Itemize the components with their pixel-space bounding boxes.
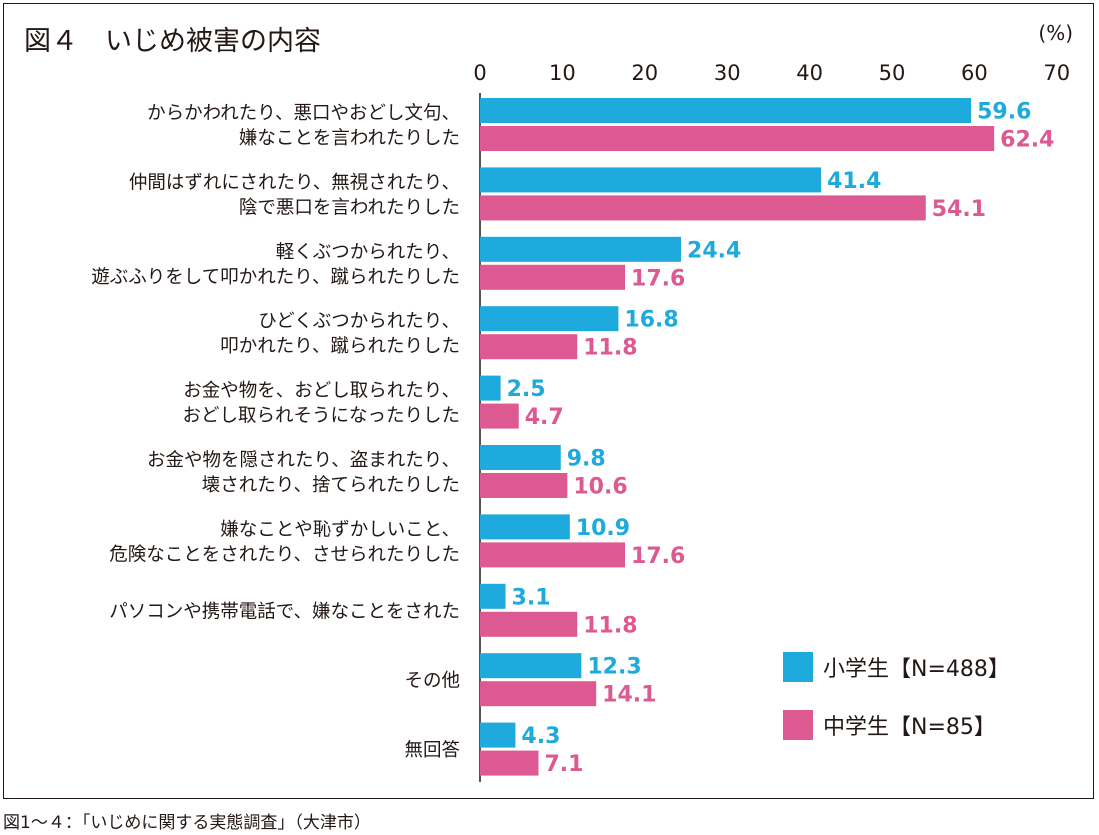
category-label: おどし取られそうになったりした <box>182 406 460 427</box>
bar-elementary-2 <box>480 236 682 262</box>
data-label-junior-high-6: 17.6 <box>631 544 685 569</box>
bar-junior-high-5 <box>480 473 568 498</box>
bar-junior-high-7 <box>480 611 578 637</box>
data-label-elementary-0: 59.6 <box>977 100 1031 125</box>
source-note: 図1〜４：｢いじめに関する実態調査｣（大津市） <box>3 813 371 833</box>
category-label: 叩かれたり、蹴られたりした <box>220 336 460 357</box>
data-label-elementary-2: 24.4 <box>687 238 741 263</box>
data-label-junior-high-7: 11.8 <box>583 613 637 638</box>
data-label-junior-high-8: 14.1 <box>602 683 656 708</box>
bar-junior-high-9 <box>480 750 539 776</box>
bar-elementary-8 <box>480 653 582 679</box>
category-label: 嫌なことや恥ずかしいこと、 <box>220 519 460 540</box>
bar-elementary-7 <box>480 583 506 609</box>
bar-junior-high-6 <box>480 542 626 568</box>
bar-elementary-1 <box>480 167 822 193</box>
legend: 小学生【N=488】中学生【N=85】 <box>783 652 1010 740</box>
category-label: 嫌なことを言われたりした <box>239 128 460 149</box>
category-label: お金や物を、おどし取られたり、 <box>183 381 460 402</box>
x-tick-label: 50 <box>879 61 906 85</box>
legend-label-1: 中学生【N=85】 <box>823 715 996 740</box>
category-label: ひどくぶつかられたり、 <box>258 311 460 332</box>
data-label-elementary-1: 41.4 <box>827 169 881 194</box>
legend-swatch-1 <box>783 710 813 740</box>
data-label-elementary-5: 9.8 <box>567 447 606 472</box>
data-label-junior-high-5: 10.6 <box>573 475 627 500</box>
category-label: パソコンや携帯電話で、嫌なことをされた <box>109 601 460 622</box>
category-label: 軽くぶつかられたり、 <box>276 242 460 263</box>
bar-junior-high-2 <box>480 264 626 290</box>
bar-junior-high-3 <box>480 334 578 360</box>
data-label-junior-high-4: 4.7 <box>525 405 564 430</box>
chart-frame <box>3 3 1094 799</box>
x-tick-label: 30 <box>714 61 741 85</box>
data-label-elementary-7: 3.1 <box>512 585 551 610</box>
x-tick-label: 20 <box>631 61 658 85</box>
bars: 59.662.441.454.124.417.616.811.82.54.79.… <box>480 98 1054 777</box>
x-tick-label: 40 <box>796 61 823 85</box>
bar-elementary-9 <box>480 722 516 748</box>
bar-elementary-6 <box>480 514 570 540</box>
legend-swatch-0 <box>783 652 813 682</box>
bar-elementary-5 <box>480 445 561 470</box>
chart-title: 図４ いじめ被害の内容 <box>24 26 321 57</box>
data-label-junior-high-0: 62.4 <box>1000 128 1054 153</box>
category-label: 仲間はずれにされたり、無視されたり、 <box>129 172 460 193</box>
data-label-elementary-4: 2.5 <box>507 377 546 402</box>
bar-junior-high-4 <box>480 403 519 429</box>
x-tick-label: 60 <box>961 61 988 85</box>
data-label-elementary-9: 4.3 <box>521 724 560 749</box>
data-label-junior-high-2: 17.6 <box>631 266 685 291</box>
x-axis-ticks: 0 10 20 30 40 50 60 70 <box>473 61 1070 85</box>
bar-elementary-3 <box>480 306 619 332</box>
data-label-junior-high-9: 7.1 <box>545 752 584 777</box>
data-label-elementary-8: 12.3 <box>587 655 641 680</box>
bar-junior-high-1 <box>480 195 926 221</box>
category-label: その他 <box>404 671 460 692</box>
category-label: 陰で悪口を言われたりした <box>239 197 460 218</box>
category-label: 遊ぶふりをして叩かれたり、蹴られたりした <box>91 267 460 288</box>
legend-label-0: 小学生【N=488】 <box>823 657 1010 682</box>
bar-elementary-4 <box>480 375 501 401</box>
x-tick-label: 0 <box>473 61 486 85</box>
data-label-elementary-6: 10.9 <box>576 516 630 541</box>
category-labels: からかわれたり、悪口やおどし文句、嫌なことを言われたりした仲間はずれにされたり、… <box>91 103 460 761</box>
bar-junior-high-0 <box>480 126 995 151</box>
category-label: 危険なことをされたり、させられたりした <box>109 544 460 565</box>
x-tick-label: 10 <box>549 61 576 85</box>
category-label: からかわれたり、悪口やおどし文句、 <box>147 103 460 124</box>
category-label: 無回答 <box>404 740 460 761</box>
data-label-junior-high-3: 11.8 <box>583 336 637 361</box>
data-label-elementary-3: 16.8 <box>624 308 678 333</box>
category-label: 壊されたり、捨てられたりした <box>202 475 460 496</box>
bar-junior-high-8 <box>480 681 597 707</box>
x-tick-label: 70 <box>1043 61 1070 85</box>
bar-elementary-0 <box>480 98 972 123</box>
axis-unit-label: (%) <box>1038 21 1073 45</box>
category-label: お金や物を隠されたり、盗まれたり、 <box>147 450 460 471</box>
data-label-junior-high-1: 54.1 <box>932 197 986 222</box>
